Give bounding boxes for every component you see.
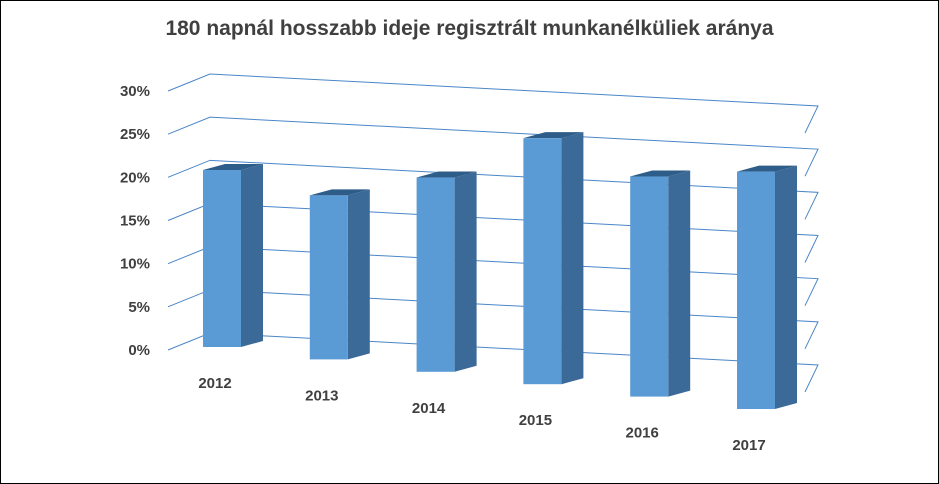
- bars: [203, 132, 797, 409]
- y-tick-label: 15%: [120, 213, 150, 230]
- x-tick-label: 2016: [626, 425, 659, 442]
- chart-title: 180 napnál hosszabb ideje regisztrált mu…: [165, 17, 774, 40]
- gridline: [167, 202, 819, 263]
- gridline: [167, 159, 819, 220]
- gridline: [167, 73, 819, 134]
- gridline: [167, 289, 819, 350]
- bar-2014: [416, 171, 477, 372]
- y-tick-label: 5%: [128, 299, 150, 316]
- bar-top: [630, 170, 691, 177]
- bar-side: [561, 132, 584, 385]
- x-tick-label: 2013: [305, 387, 338, 404]
- bar-front: [737, 171, 775, 409]
- bar-front: [203, 170, 241, 347]
- x-tick-label: 2017: [732, 437, 765, 454]
- x-axis-ticks: 2012 2013 2014 2015 2016 2017: [198, 375, 765, 454]
- bar-front: [523, 138, 562, 385]
- y-tick-label: 10%: [120, 256, 150, 273]
- bar-side: [454, 171, 477, 372]
- y-tick-label: 30%: [120, 83, 150, 100]
- bar-front: [630, 176, 669, 397]
- bar-2016: [630, 170, 691, 397]
- bar-2012: [203, 164, 263, 347]
- y-tick-label: 0%: [128, 342, 150, 359]
- gridlines: [167, 73, 819, 393]
- bar-2015: [523, 132, 584, 385]
- gridline: [167, 246, 819, 306]
- bar-top: [416, 171, 477, 178]
- bar-top: [203, 164, 263, 171]
- bar-side: [668, 170, 691, 397]
- bar-top: [309, 189, 370, 196]
- bar-side: [241, 164, 263, 347]
- bar-side: [347, 189, 370, 360]
- y-tick-label: 25%: [120, 126, 150, 143]
- bar-front: [309, 195, 348, 360]
- gridline: [167, 116, 819, 177]
- y-axis-ticks: 0% 5% 10% 15% 20% 25% 30%: [120, 83, 150, 359]
- x-tick-label: 2014: [412, 400, 446, 417]
- x-tick-label: 2012: [198, 375, 231, 392]
- bar-2013: [309, 189, 370, 360]
- gridline: [167, 332, 819, 393]
- x-tick-label: 2015: [519, 412, 552, 429]
- bar-top: [523, 132, 584, 139]
- bar-top: [737, 165, 797, 172]
- bar-2017: [737, 165, 797, 409]
- y-tick-label: 20%: [120, 169, 150, 186]
- bar-front: [416, 177, 455, 372]
- bar-side: [775, 165, 797, 409]
